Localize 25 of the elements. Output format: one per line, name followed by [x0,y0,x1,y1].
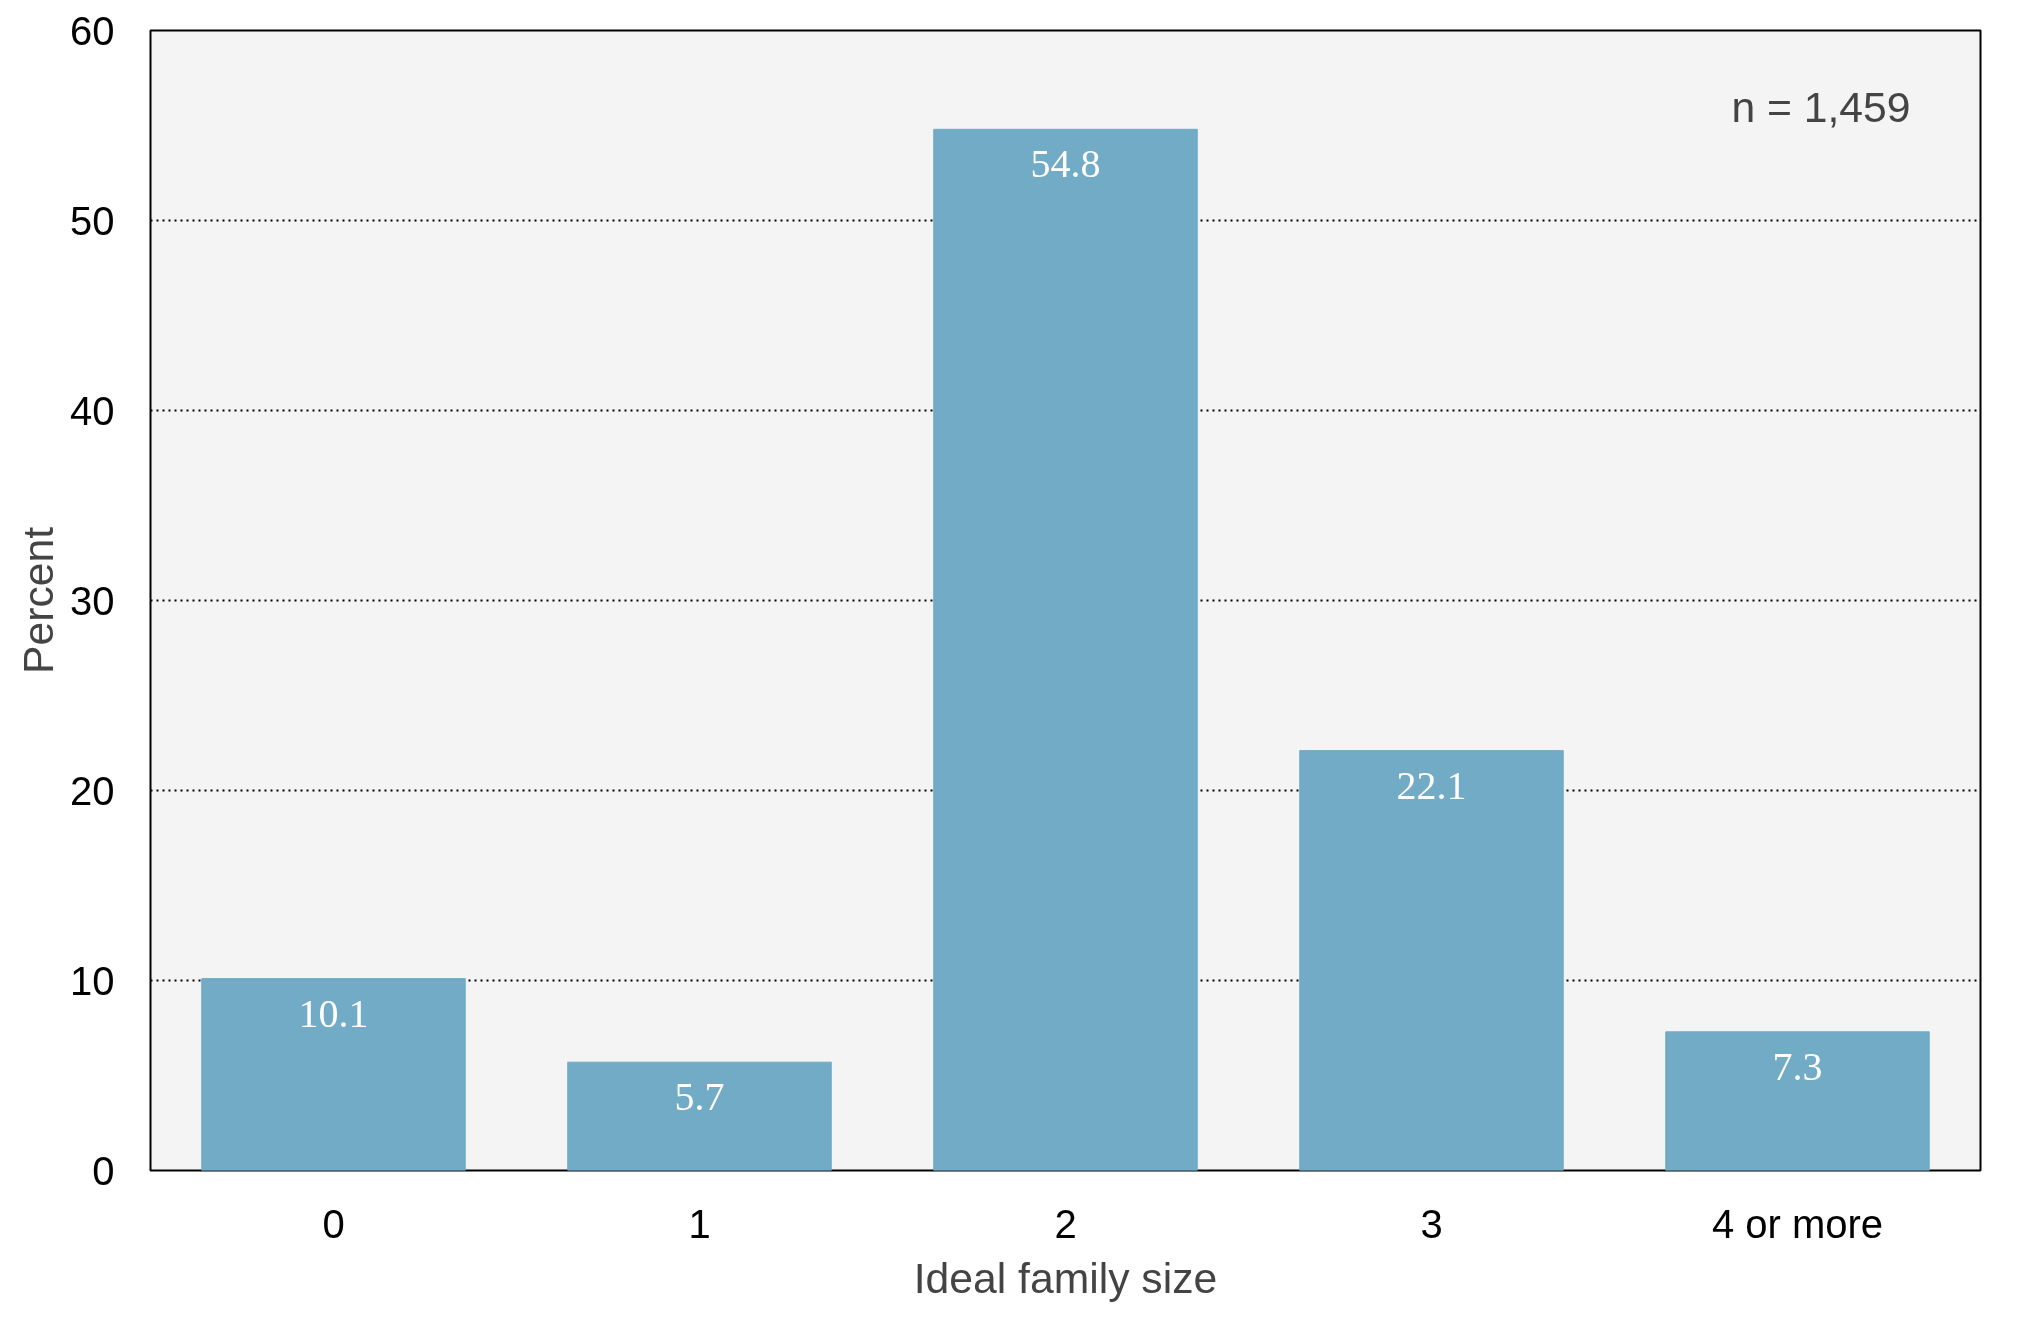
y-tick-label: 60 [70,8,115,53]
bar [201,978,466,1171]
data-label: 5.7 [674,1074,725,1120]
bar [1665,1031,1930,1171]
y-tick-label: 30 [70,578,115,623]
data-label: 54.8 [1030,141,1101,187]
y-tick-label: 40 [70,388,115,433]
bar [567,1061,832,1171]
y-tick-label: 0 [92,1148,115,1193]
data-label: 7.3 [1772,1043,1823,1089]
y-axis-title: Percent [14,526,63,674]
x-tick-label: 1 [688,1201,711,1246]
x-tick-label: 0 [322,1201,345,1246]
bar [933,128,1198,1171]
data-label: 22.1 [1396,762,1467,808]
annotation: n = 1,459 [1731,82,1911,131]
x-tick-label: 4 or more [1711,1201,1884,1246]
data-label: 10.1 [298,990,369,1036]
x-tick-label: 3 [1420,1201,1443,1246]
bar [1299,750,1564,1171]
y-tick-label: 10 [70,958,115,1003]
y-tick-label: 20 [70,768,115,813]
x-axis-title: Ideal family size [913,1253,1218,1302]
y-tick-label: 50 [70,198,115,243]
x-tick-label: 2 [1054,1201,1077,1246]
